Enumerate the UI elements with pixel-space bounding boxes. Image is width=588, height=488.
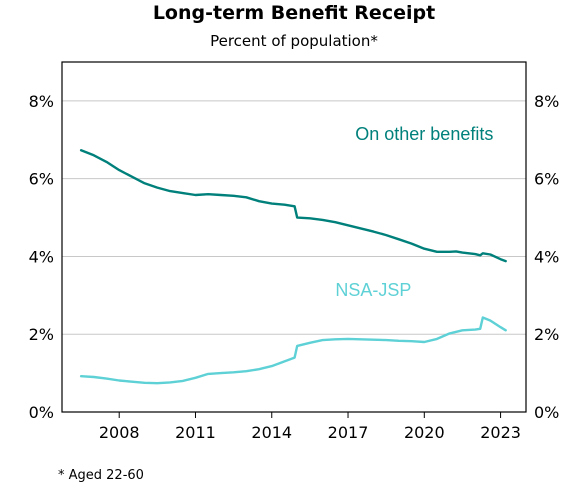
y-tick-right-4: 8% <box>534 92 559 111</box>
series-label-0: On other benefits <box>355 124 493 144</box>
y-tick-left-3: 6% <box>29 170 54 189</box>
x-tick-2: 2014 <box>251 423 292 442</box>
series-line-1 <box>79 316 507 385</box>
x-tick-1: 2011 <box>175 423 216 442</box>
x-tick-3: 2017 <box>328 423 369 442</box>
chart-footnote: * Aged 22-60 <box>58 468 144 483</box>
y-tick-left-4: 8% <box>29 92 54 111</box>
y-tick-right-3: 6% <box>534 170 559 189</box>
x-tick-4: 2020 <box>404 423 445 442</box>
y-tick-right-1: 2% <box>534 325 559 344</box>
y-tick-right-2: 4% <box>534 247 559 266</box>
chart-subtitle: Percent of population* <box>210 32 378 50</box>
y-tick-left-2: 4% <box>29 247 54 266</box>
x-tick-5: 2023 <box>480 423 521 442</box>
y-tick-right-0: 0% <box>534 403 559 422</box>
y-tick-left-0: 0% <box>29 403 54 422</box>
series-line-0 <box>79 149 507 263</box>
series-label-1: NSA-JSP <box>335 280 411 300</box>
x-tick-0: 2008 <box>99 423 140 442</box>
y-tick-left-1: 2% <box>29 325 54 344</box>
plot-frame <box>61 61 527 413</box>
chart-title: Long-term Benefit Receipt <box>152 2 436 24</box>
